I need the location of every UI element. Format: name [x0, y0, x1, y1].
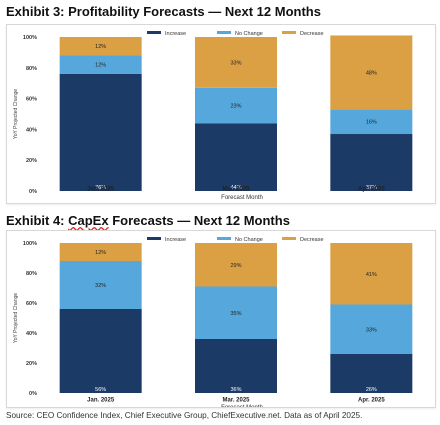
legend-label-decrease: Decrease: [300, 237, 324, 243]
data-label: 44%: [230, 185, 241, 191]
y-tick-label: 80%: [26, 66, 37, 72]
data-label: 36%: [230, 387, 241, 393]
legend-swatch-increase: [147, 31, 161, 34]
legend-label-decrease: Decrease: [300, 31, 324, 37]
data-label: 76%: [95, 185, 106, 191]
bar-increase: [59, 309, 142, 393]
data-label: 16%: [366, 120, 377, 126]
x-tick-label: Jan. 2025: [87, 187, 115, 193]
y-tick-label: 20%: [26, 158, 37, 164]
bar-decrease: [59, 243, 142, 261]
y-tick-label: 100%: [23, 241, 37, 247]
data-label: 56%: [95, 387, 106, 393]
legend-label-increase: Increase: [165, 237, 186, 243]
data-label: 48%: [366, 70, 377, 76]
exhibit-4-title-prefix: Exhibit 4:: [6, 213, 69, 228]
legend-swatch-no-change: [217, 237, 231, 240]
exhibit-4-chart: Increase No Change Decrease 0% 20% 40% 60% 80% 1…: [13, 237, 413, 411]
legend-label-no-change: No Change: [235, 237, 263, 243]
data-label: 33%: [230, 60, 241, 66]
x-tick-label: Jan. 2025: [87, 398, 115, 404]
data-label: 35%: [230, 311, 241, 317]
x-tick-label: Mar. 2025: [222, 398, 250, 404]
bar-increase: [195, 339, 277, 393]
bar-decrease: [59, 37, 142, 56]
exhibit-4-title-capex: CapEx: [68, 213, 109, 228]
bar-increase: [330, 134, 413, 191]
legend-swatch-decrease: [282, 237, 296, 240]
data-label: 12%: [95, 44, 106, 50]
x-axis-label: Forecast Month: [221, 405, 263, 407]
y-tick-label: 80%: [26, 271, 37, 277]
data-label: 12%: [95, 63, 106, 69]
exhibit-4-title-suffix: Forecasts — Next 12 Months: [108, 213, 290, 228]
exhibit-4-chart-frame: Increase No Change Decrease 0% 20% 40% 60% 80% 1…: [6, 230, 436, 411]
exhibit-3-chart-frame: Increase No Change Decrease 0% 20% 40% 60% 80% 1…: [6, 24, 436, 204]
bar-no-change: [59, 55, 142, 74]
exhibit-3-chart: Increase No Change Decrease 0% 20% 40% 60% 80% 1…: [13, 31, 413, 201]
exhibit-4-title: Exhibit 4: CapEx Forecasts — Next 12 Mon…: [6, 213, 290, 228]
bar-no-change: [330, 109, 413, 135]
y-tick-label: 40%: [26, 127, 37, 133]
bar-decrease: [330, 243, 413, 305]
bar-no-change: [195, 87, 277, 124]
y-tick-label: 60%: [26, 97, 37, 103]
y-tick-label: 0%: [29, 391, 37, 397]
legend-swatch-no-change: [217, 31, 231, 34]
bar-decrease: [330, 35, 413, 110]
exhibit-3-title: Exhibit 3: Profitability Forecasts — Nex…: [6, 4, 321, 19]
x-tick-label: Apr. 2025: [358, 398, 385, 404]
y-axis-label: YoY Projected Change: [13, 89, 19, 140]
data-label: 26%: [366, 387, 377, 393]
y-tick-label: 0%: [29, 189, 37, 195]
bar-no-change: [330, 304, 413, 354]
data-label: 29%: [230, 263, 241, 269]
bar-decrease: [195, 243, 277, 287]
legend-label-increase: Increase: [165, 31, 186, 37]
data-label: 41%: [366, 272, 377, 278]
data-label: 33%: [366, 327, 377, 333]
bar-increase: [195, 123, 277, 191]
x-tick-label: Mar. 2025: [222, 187, 250, 193]
data-label: 12%: [95, 250, 106, 256]
bar-no-change: [195, 286, 277, 339]
data-label: 37%: [366, 185, 377, 191]
y-axis-label: YoY Projected Change: [13, 293, 19, 344]
legend-swatch-decrease: [282, 31, 296, 34]
source-note: Source: CEO Confidence Index, Chief Exec…: [6, 411, 363, 420]
x-axis-label: Forecast Month: [221, 195, 263, 201]
bar-decrease: [195, 37, 277, 88]
bar-increase: [59, 73, 142, 191]
y-tick-label: 40%: [26, 331, 37, 337]
data-label: 23%: [230, 104, 241, 110]
data-label: 32%: [95, 283, 106, 289]
x-tick-label: Apr. 2025: [358, 187, 385, 193]
y-tick-label: 100%: [23, 35, 37, 41]
y-tick-label: 60%: [26, 301, 37, 307]
y-tick-label: 20%: [26, 361, 37, 367]
bar-no-change: [59, 261, 142, 309]
bar-increase: [330, 354, 413, 393]
legend-swatch-increase: [147, 237, 161, 240]
legend-label-no-change: No Change: [235, 31, 263, 37]
